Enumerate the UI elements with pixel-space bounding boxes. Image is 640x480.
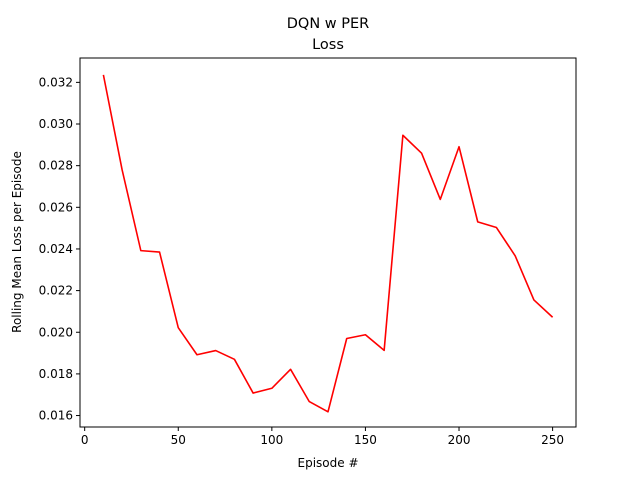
data-point <box>140 250 142 252</box>
x-tick-label: 200 <box>448 433 471 447</box>
data-point <box>177 327 179 329</box>
data-point <box>496 227 498 229</box>
data-point <box>327 411 329 413</box>
data-point <box>402 134 404 136</box>
data-point <box>252 392 254 394</box>
x-tick-label: 0 <box>81 433 89 447</box>
data-point <box>552 316 554 318</box>
data-point <box>365 334 367 336</box>
y-tick-label: 0.028 <box>39 159 73 173</box>
data-point <box>514 255 516 257</box>
series-line <box>102 74 554 413</box>
chart-title: DQN w PER <box>287 16 369 32</box>
data-point <box>159 251 161 253</box>
y-tick-label: 0.018 <box>39 367 73 381</box>
data-point <box>103 74 105 76</box>
data-point <box>234 359 236 361</box>
data-point <box>196 354 198 356</box>
y-tick-label: 0.016 <box>39 409 73 423</box>
data-point <box>215 350 217 352</box>
x-axis-label: Episode # <box>298 456 359 470</box>
data-point <box>458 146 460 148</box>
y-tick-label: 0.022 <box>39 284 73 298</box>
data-point <box>346 338 348 340</box>
y-tick-label: 0.020 <box>39 325 73 339</box>
y-tick-label: 0.032 <box>39 75 73 89</box>
y-tick-label: 0.024 <box>39 242 73 256</box>
data-point <box>533 299 535 301</box>
data-point <box>440 199 442 201</box>
x-tick-label: 100 <box>260 433 283 447</box>
data-point <box>271 387 273 389</box>
y-tick-label: 0.030 <box>39 117 73 131</box>
data-point <box>121 169 123 171</box>
data-point <box>308 401 310 403</box>
chart-subtitle: Loss <box>312 37 344 53</box>
data-point <box>383 350 385 352</box>
x-tick-label: 250 <box>541 433 564 447</box>
x-tick-label: 50 <box>171 433 186 447</box>
data-point <box>421 152 423 154</box>
data-point <box>477 221 479 223</box>
x-tick-label: 150 <box>354 433 377 447</box>
plot-frame <box>79 57 577 428</box>
y-axis-label: Rolling Mean Loss per Episode <box>10 151 24 333</box>
y-tick-label: 0.026 <box>39 200 73 214</box>
data-point <box>290 369 292 371</box>
